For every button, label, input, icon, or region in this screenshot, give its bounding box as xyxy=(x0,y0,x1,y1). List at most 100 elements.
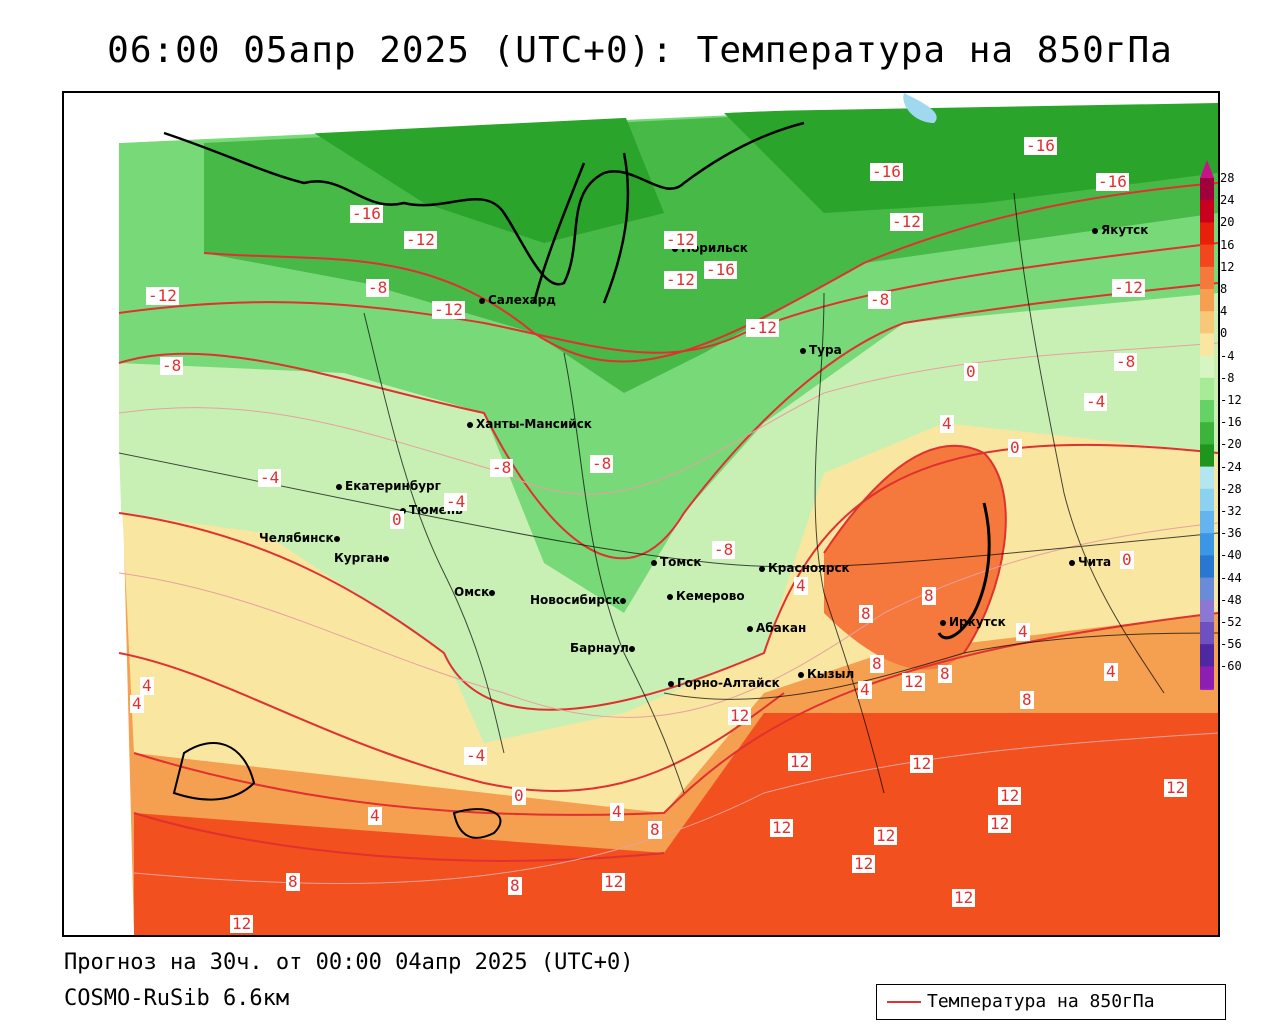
scale-label: -48 xyxy=(1220,592,1242,607)
scale-label: 0 xyxy=(1220,326,1228,341)
temperature-map: Норильск Якутск Салехард Тура Ханты-Манс… xyxy=(62,91,1220,937)
isotherm-label: -8 xyxy=(366,278,390,297)
isotherm-label: -8 xyxy=(868,290,892,309)
city-salekhard: Салехард xyxy=(479,293,556,307)
isotherm-lines xyxy=(118,182,1218,862)
isotherm-label: 0 xyxy=(390,510,404,529)
scale-top-arrow xyxy=(1200,160,1214,178)
zone-coldest-east xyxy=(724,93,1218,213)
isotherm-label: 8 xyxy=(286,872,300,891)
isotherm-label: 8 xyxy=(870,654,884,673)
isotherm-label: 12 xyxy=(902,672,926,691)
city-dot-icon xyxy=(747,625,753,632)
isotherm-label: 12 xyxy=(952,888,976,907)
lake-baikal xyxy=(937,502,991,640)
scale-label: -24 xyxy=(1220,459,1242,474)
isotherm-label: -8 xyxy=(1114,352,1138,371)
coastline xyxy=(163,121,805,304)
model-name: COSMO-RuSib 6.6км xyxy=(64,986,290,1011)
scale-label: -56 xyxy=(1220,637,1242,652)
scale-label: -32 xyxy=(1220,504,1242,518)
scale-swatch xyxy=(1200,577,1214,601)
legend-label: Температура на 850гПа xyxy=(927,991,1155,1012)
scale-label: -12 xyxy=(1220,393,1242,407)
scale-swatch xyxy=(1200,599,1214,623)
city-dot-icon xyxy=(400,507,406,514)
isotherm-label: -4 xyxy=(444,492,468,511)
isotherm-label: 4 xyxy=(940,414,954,433)
isotherm-label: -12 xyxy=(664,270,697,289)
isotherm-label: 0 xyxy=(512,786,526,805)
isotherm-label: -12 xyxy=(664,230,697,249)
city-barnaul: Барнаул xyxy=(570,641,638,655)
scale-label: 12 xyxy=(1220,259,1235,274)
zone-hot-south xyxy=(134,713,1218,935)
isotherm-label: 12 xyxy=(788,752,812,771)
isotherm-label: -4 xyxy=(1084,392,1108,411)
isotherm-label: 12 xyxy=(230,914,254,933)
city-krasnoyarsk: Красноярск xyxy=(759,561,850,575)
isotherm-label: 8 xyxy=(859,604,873,623)
isotherm-label: 4 xyxy=(1104,662,1118,681)
isotherm-label: 4 xyxy=(130,694,144,713)
scale-swatch xyxy=(1200,311,1214,334)
isotherm-label: -12 xyxy=(404,230,437,249)
scale-swatch xyxy=(1200,289,1214,312)
scale-swatch xyxy=(1200,333,1214,357)
scale-swatch xyxy=(1200,377,1214,401)
isotherm-label: 12 xyxy=(998,786,1022,805)
isotherm-label: 4 xyxy=(368,806,382,825)
scale-label: 4 xyxy=(1220,304,1228,319)
scale-swatch xyxy=(1200,488,1214,512)
inland-lakes xyxy=(172,742,502,839)
scale-swatch xyxy=(1200,555,1214,579)
isotherm-label: -4 xyxy=(258,468,282,487)
isotherm-label: 8 xyxy=(508,876,522,895)
isotherm-label: 4 xyxy=(140,676,154,695)
color-scale: 28 24 20 16 12 8 4 0 -4 -8 -12 -16 -20 -24 -28 -32 -36 -4… xyxy=(1200,160,1270,690)
isotherm-label: 4 xyxy=(610,802,624,821)
isotherm-label: -16 xyxy=(350,204,383,223)
city-dot-icon xyxy=(333,535,340,542)
city-dot-icon xyxy=(668,680,674,687)
city-dot-icon xyxy=(759,565,765,572)
color-scale-bar xyxy=(1200,160,1214,690)
scale-swatch xyxy=(1200,222,1214,246)
outside-domain-top xyxy=(119,93,1218,143)
city-dot-icon xyxy=(798,671,804,678)
scale-swatch xyxy=(1200,622,1214,645)
city-kyzyl: Кызыл xyxy=(798,667,854,681)
isotherm-label: 12 xyxy=(770,818,794,837)
isotherm-label: 12 xyxy=(602,872,626,891)
city-novosibirsk: Новосибирск xyxy=(530,593,629,607)
isotherm-label: -12 xyxy=(746,318,779,337)
scale-label: 16 xyxy=(1220,237,1235,252)
city-gorno-altaysk: Горно-Алтайск xyxy=(668,676,780,690)
isotherm-label: -16 xyxy=(704,260,737,279)
isotherm-label: 4 xyxy=(794,576,808,595)
isotherm-label: -16 xyxy=(1024,136,1057,155)
scale-label: -40 xyxy=(1220,548,1242,563)
scale-label: -44 xyxy=(1220,570,1242,585)
isotherm-label: -8 xyxy=(712,540,736,559)
isotherm-label: -4 xyxy=(464,746,488,765)
isotherm-label: 12 xyxy=(988,814,1012,833)
scale-label: -60 xyxy=(1220,659,1242,674)
scale-swatch xyxy=(1200,200,1214,223)
city-dot-icon xyxy=(628,645,635,652)
city-dot-icon xyxy=(1069,559,1075,566)
city-tura: Тура xyxy=(800,343,842,357)
isotherm-line-swatch xyxy=(887,1001,921,1003)
scale-swatch xyxy=(1200,511,1214,534)
city-kemerovo: Кемерово xyxy=(667,589,745,603)
scale-label: -4 xyxy=(1220,348,1235,363)
scale-swatch xyxy=(1200,644,1214,667)
city-dot-icon xyxy=(382,555,389,562)
city-dot-icon xyxy=(667,593,673,600)
city-irkutsk: Иркутск xyxy=(940,615,1006,629)
isotherm-label: -12 xyxy=(146,286,179,305)
lake-water xyxy=(903,93,937,123)
isotherm-label: -12 xyxy=(1112,278,1145,297)
city-dot-icon xyxy=(940,619,946,626)
scale-swatch xyxy=(1200,666,1214,690)
